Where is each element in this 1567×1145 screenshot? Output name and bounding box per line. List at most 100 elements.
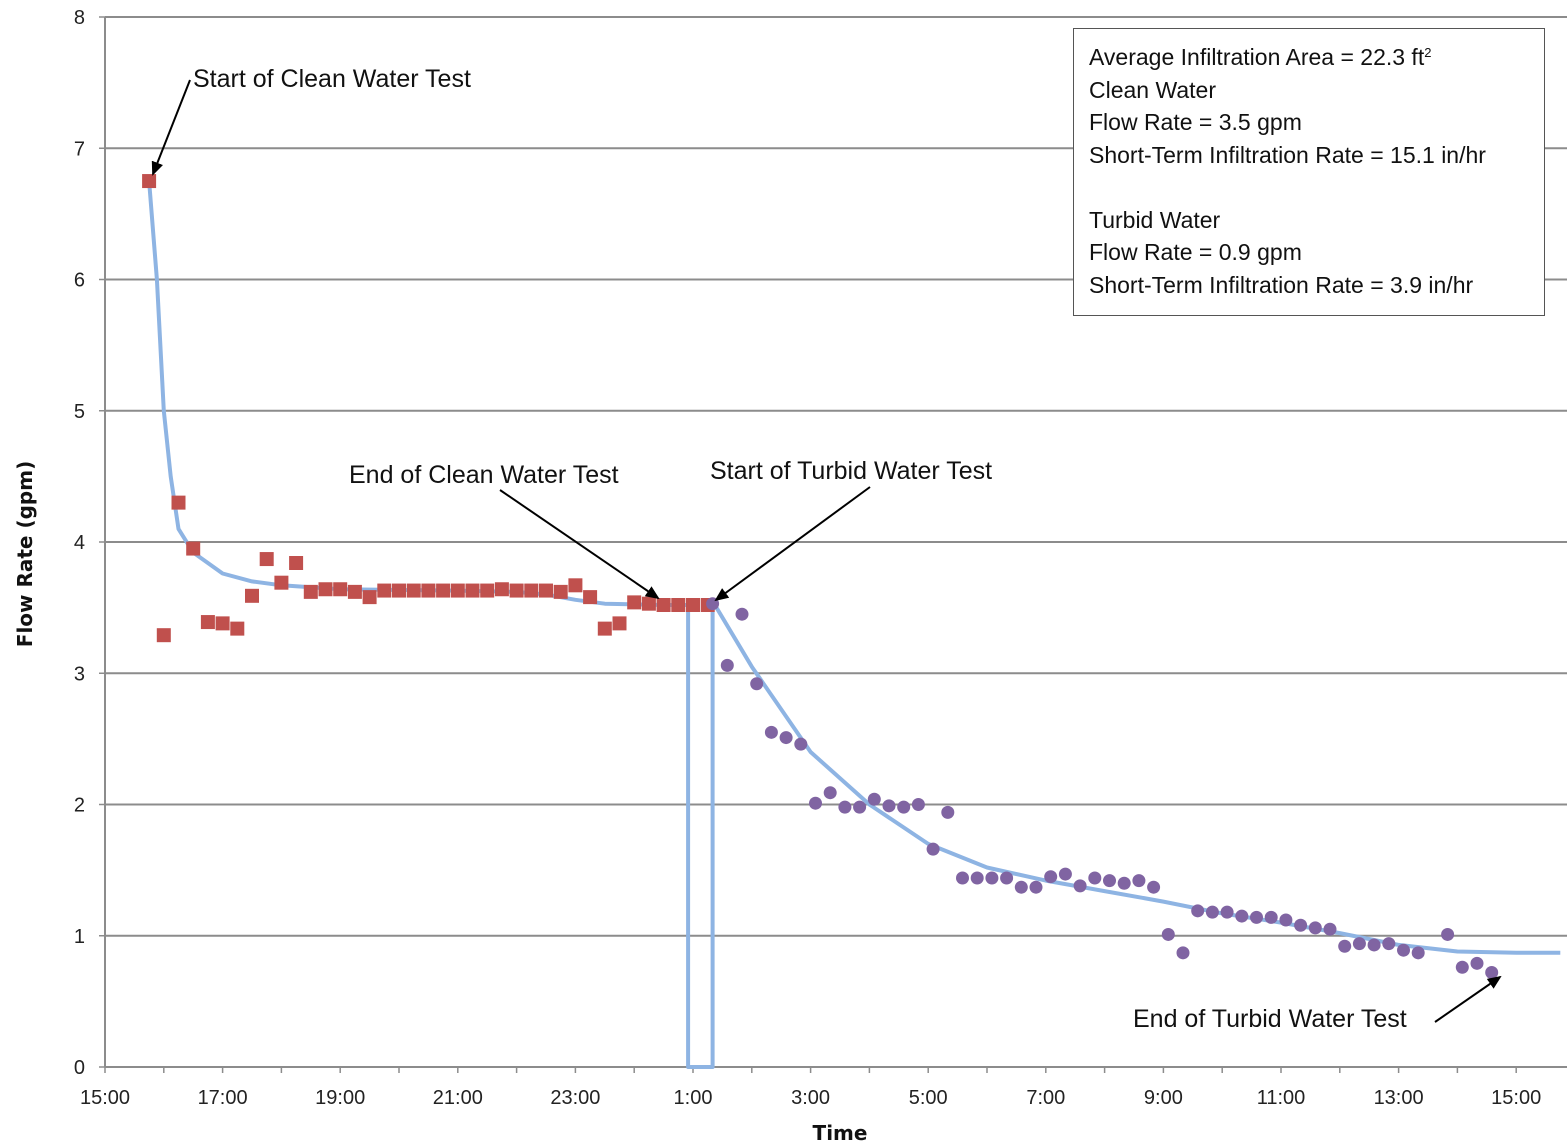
y-tick-label: 7: [74, 138, 85, 160]
turbid-water-point: [1176, 946, 1190, 960]
clean-water-series: [142, 174, 715, 643]
turbid-water-point: [809, 796, 822, 810]
clean-water-point: [377, 583, 392, 598]
clean-water-point: [333, 582, 348, 597]
y-tick-label: 5: [74, 401, 85, 423]
turbid-water-point: [1161, 927, 1175, 941]
annotation-label: Start of Clean Water Test: [193, 65, 471, 93]
clean-water-point: [406, 583, 421, 598]
clean-water-point: [465, 583, 480, 598]
turbid-water-point: [882, 799, 896, 813]
y-tick-label: 4: [74, 532, 85, 554]
info-clean-flow: Flow Rate = 3.5 gpm: [1089, 109, 1302, 135]
turbid-water-point: [926, 842, 940, 856]
turbid-water-point: [1485, 966, 1499, 979]
clean-water-point: [656, 598, 671, 612]
turbid-water-point: [941, 805, 955, 819]
clean-water-point: [539, 583, 553, 598]
turbid-water-point: [1397, 943, 1410, 957]
clean-water-point: [686, 598, 700, 612]
x-tick-labels: 15:00 17:00 19:00 21:00 23:00 1:00 3:00 5:00 7:0…: [80, 1087, 1541, 1109]
clean-water-point: [171, 495, 186, 510]
clean-water-point: [289, 556, 304, 570]
turbid-water-point: [956, 871, 969, 885]
turbid-water-point: [735, 607, 749, 621]
turbid-water-point: [1382, 937, 1396, 951]
x-tick-label: 9:00: [1144, 1087, 1183, 1109]
turbid-water-point: [1323, 922, 1337, 936]
turbid-water-point: [1441, 927, 1455, 941]
turbid-water-point: [1044, 870, 1058, 884]
x-tick-label: 19:00: [315, 1087, 365, 1109]
clean-water-point: [450, 583, 465, 598]
turbid-water-point: [1279, 913, 1293, 927]
turbid-water-point: [1191, 904, 1205, 918]
turbid-water-point: [985, 871, 999, 885]
turbid-water-point: [1250, 910, 1263, 924]
turbid-water-point: [1294, 918, 1308, 932]
clean-water-point: [524, 583, 539, 598]
turbid-water-point: [853, 800, 867, 814]
clean-water-point: [186, 541, 201, 556]
annotation-end-turbid: End of Turbid Water Test: [1133, 975, 1502, 1033]
y-tick-label: 2: [74, 795, 85, 817]
x-axis-title: Time: [813, 1121, 868, 1145]
turbid-water-point: [1147, 880, 1161, 894]
turbid-water-point: [867, 792, 881, 806]
clean-water-point: [494, 582, 509, 597]
clean-water-point: [436, 583, 451, 598]
turbid-water-point: [1058, 867, 1072, 881]
clean-water-point: [671, 598, 686, 612]
info-spacer: [1089, 171, 1544, 204]
clean-water-point: [274, 575, 289, 590]
x-tick-label: 13:00: [1374, 1087, 1424, 1109]
clean-water-point: [156, 628, 171, 643]
clean-water-point: [568, 578, 583, 593]
clean-water-point: [641, 596, 656, 611]
info-turbid-flow: Flow Rate = 0.9 gpm: [1089, 239, 1302, 265]
turbid-water-point: [911, 798, 925, 811]
turbid-water-point: [1132, 874, 1146, 888]
x-tick-label: 21:00: [433, 1087, 483, 1109]
clean-water-point: [597, 621, 612, 636]
turbid-water-point: [1205, 905, 1219, 919]
clean-water-point: [303, 584, 318, 599]
clean-water-point: [230, 621, 245, 636]
info-turbid-heading: Turbid Water: [1089, 206, 1221, 233]
turbid-water-point: [1029, 880, 1043, 894]
turbid-water-point: [764, 725, 778, 739]
x-tick-label: 7:00: [1026, 1087, 1065, 1109]
turbid-water-point: [1014, 880, 1028, 894]
y-tick-label: 0: [74, 1057, 85, 1079]
x-tick-label: 1:00: [674, 1087, 713, 1109]
annotation-label: End of Clean Water Test: [349, 461, 619, 489]
annotation-arrow: [714, 486, 871, 602]
annotation-label: Start of Turbid Water Test: [710, 457, 992, 485]
clean-water-point: [553, 584, 568, 599]
turbid-water-point: [970, 871, 984, 885]
turbid-water-point: [823, 786, 837, 800]
info-turbid-rate: Short-Term Infiltration Rate = 3.9 in/hr: [1089, 271, 1474, 298]
turbid-water-point: [794, 737, 808, 751]
info-area-text: Average Infiltration Area = 22.3 ft: [1089, 44, 1425, 70]
clean-water-point: [215, 616, 230, 631]
y-tick-label: 1: [74, 926, 85, 948]
x-tick-label: 11:00: [1257, 1087, 1306, 1109]
turbid-water-point: [720, 658, 734, 672]
x-tick-label: 15:00: [80, 1087, 130, 1109]
annotation-label: End of Turbid Water Test: [1133, 1005, 1407, 1033]
x-tick-label: 23:00: [550, 1087, 600, 1109]
y-tick-labels: 0 1 2 3 4 5 6 7 8: [74, 7, 85, 1079]
turbid-water-point: [750, 677, 764, 691]
y-tick-label: 8: [74, 7, 85, 29]
turbid-water-point: [1117, 876, 1131, 890]
annotation-start-clean: Start of Clean Water Test: [151, 65, 471, 176]
turbid-water-point: [897, 800, 911, 814]
annotation-start-turbid: Start of Turbid Water Test: [710, 457, 992, 602]
info-area: Average Infiltration Area = 22.3 ft2: [1089, 41, 1544, 74]
annotation-arrow: [1434, 975, 1502, 1023]
info-area-superscript: 2: [1424, 45, 1432, 60]
clean-water-point: [509, 583, 524, 598]
x-tick-label: 15:00: [1491, 1087, 1541, 1109]
clean-water-point: [421, 583, 436, 598]
